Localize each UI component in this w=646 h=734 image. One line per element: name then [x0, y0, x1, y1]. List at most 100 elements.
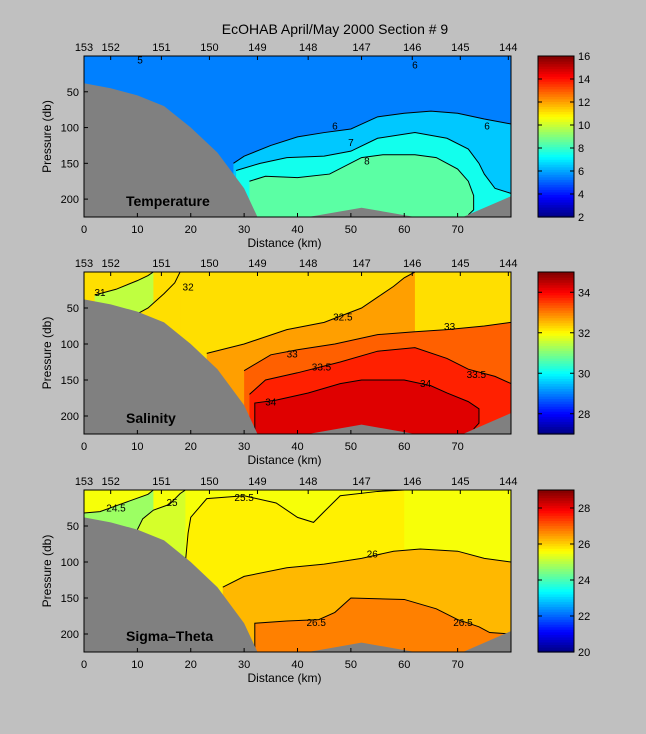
- colorbar-cell: [538, 118, 574, 123]
- contour-label: 33: [287, 349, 299, 360]
- contour-25: [136, 490, 186, 530]
- panel-3: 24.5 25 25.5 26 26.5 26.5 0 10 20 30 40 50 60 70 50 100…: [40, 476, 590, 685]
- colorbar-tick-label: 28: [578, 409, 590, 421]
- colorbar-cell: [538, 548, 574, 552]
- colorbar-cell: [538, 194, 574, 198]
- colorbar-cell: [538, 292, 574, 296]
- colorbar-cell: [538, 146, 574, 150]
- colorbar-cell: [538, 586, 574, 590]
- colorbar-cell: [538, 573, 574, 577]
- colorbar-cell: [538, 608, 574, 613]
- colorbar-cell: [538, 123, 574, 128]
- station-label: 148: [299, 476, 317, 488]
- colorbar-cell: [538, 91, 574, 95]
- colorbar-cell: [538, 330, 574, 334]
- x-tick-label: 70: [452, 224, 464, 236]
- colorbar-cell: [538, 181, 574, 185]
- seabed: [84, 517, 511, 652]
- x-tick-label: 0: [81, 441, 87, 453]
- contour-label: 33.5: [312, 362, 332, 373]
- colorbar-cell: [538, 428, 574, 433]
- colorbar-tick-label: 32: [578, 328, 590, 340]
- station-label: 149: [248, 258, 266, 270]
- colorbar-cell: [538, 421, 574, 425]
- colorbar-cell: [538, 176, 574, 180]
- colorbar-cell: [538, 375, 574, 379]
- colorbar-cell: [538, 88, 574, 92]
- y-tick-label: 50: [67, 87, 79, 99]
- colorbar-cell: [538, 347, 574, 352]
- station-label: 145: [451, 258, 469, 270]
- contour-7: [235, 132, 511, 194]
- x-tick-label: 40: [291, 659, 303, 671]
- x-tick-label: 30: [238, 441, 250, 453]
- y-axis-label: Pressure (db): [40, 100, 54, 173]
- plot-area: [84, 56, 511, 217]
- station-label: 147: [352, 258, 370, 270]
- colorbar-cell: [538, 578, 574, 582]
- colorbar-cell: [538, 103, 574, 107]
- colorbar-tick-label: 16: [578, 51, 590, 63]
- colorbar-cell: [538, 355, 574, 359]
- x-tick-label: 0: [81, 224, 87, 236]
- colorbar-cell: [538, 340, 574, 344]
- x-tick-label: 50: [345, 441, 357, 453]
- contour-label: 26: [367, 549, 379, 560]
- colorbar-cell: [538, 302, 574, 306]
- colorbar-tick-label: 4: [578, 189, 584, 201]
- y-axis-label: Pressure (db): [40, 535, 54, 608]
- colorbar-cell: [538, 601, 574, 605]
- colorbar-cell: [538, 411, 574, 415]
- x-axis-label: Distance (km): [247, 671, 321, 685]
- contour-label: 26.5: [306, 618, 326, 629]
- colorbar-tick-label: 26: [578, 539, 590, 551]
- station-label: 152: [102, 258, 120, 270]
- y-tick-label: 200: [61, 411, 79, 423]
- station-label: 146: [403, 42, 421, 54]
- station-label: 148: [299, 258, 317, 270]
- colorbar-cell: [538, 98, 574, 102]
- contour-34: [254, 379, 480, 432]
- colorbar-cell: [538, 136, 574, 140]
- colorbar-cell: [538, 299, 574, 303]
- colorbar-cell: [538, 626, 574, 630]
- colorbar-cell: [538, 204, 574, 208]
- colorbar-cell: [538, 558, 574, 562]
- colorbar-cell: [538, 274, 574, 278]
- band-8: [249, 154, 474, 217]
- colorbar-cell: [538, 131, 574, 135]
- colorbar-cell: [538, 282, 574, 286]
- station-label: 150: [200, 476, 218, 488]
- colorbar-cell: [538, 571, 574, 575]
- colorbar-cell: [538, 289, 574, 293]
- colorbar-cell: [538, 495, 574, 499]
- colorbar-cell: [538, 380, 574, 384]
- colorbar-cell: [538, 73, 574, 77]
- colorbar-cell: [538, 368, 574, 372]
- colorbar-cell: [538, 345, 574, 349]
- colorbar-cell: [538, 370, 574, 374]
- colorbar-cell: [538, 517, 574, 521]
- y-tick-label: 200: [61, 629, 79, 641]
- colorbar-cell: [538, 315, 574, 319]
- colorbar-cell: [538, 174, 574, 178]
- station-label: 151: [152, 476, 170, 488]
- colorbar-cell: [538, 596, 574, 600]
- colorbar-cell: [538, 553, 574, 557]
- colorbar-cell: [538, 520, 574, 524]
- y-tick-label: 200: [61, 194, 79, 206]
- colorbar-cell: [538, 611, 574, 615]
- x-tick-label: 40: [291, 224, 303, 236]
- band-34: [254, 380, 479, 434]
- colorbar-cell: [538, 294, 574, 298]
- station-label: 144: [499, 42, 517, 54]
- x-tick-label: 0: [81, 659, 87, 671]
- colorbar-cell: [538, 525, 574, 529]
- colorbar-cell: [538, 61, 574, 65]
- colorbar-cell: [538, 335, 574, 339]
- colorbar-cell: [538, 619, 574, 623]
- colorbar-cell: [538, 497, 574, 501]
- colorbar-cell: [538, 141, 574, 145]
- colorbar-cell: [538, 277, 574, 281]
- colorbar-cell: [538, 565, 574, 570]
